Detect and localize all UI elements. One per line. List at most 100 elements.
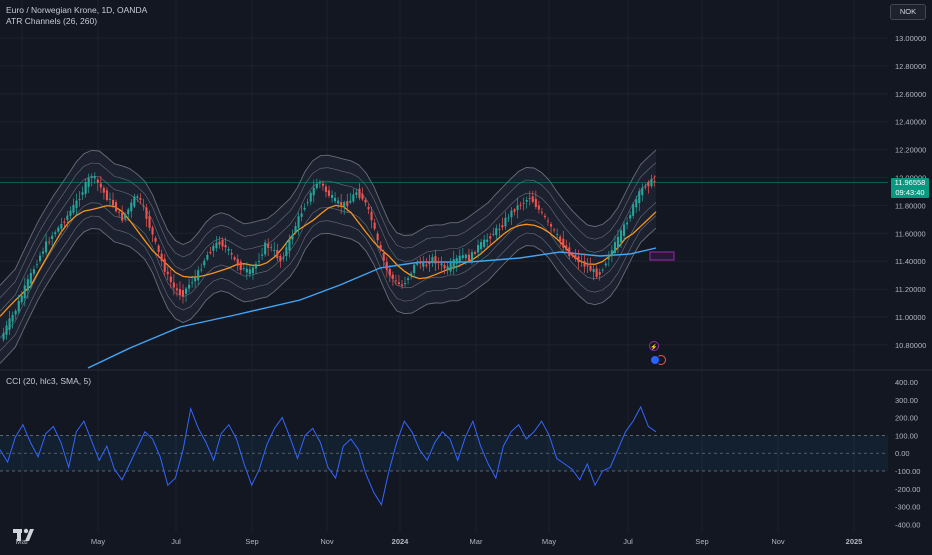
candle-body: [102, 188, 105, 193]
candle-body: [17, 300, 20, 312]
candle-body: [63, 221, 66, 223]
price-axis-label: 11.80000: [895, 201, 926, 210]
candle-body: [124, 214, 127, 219]
candle-body: [112, 199, 115, 206]
candle-body: [416, 262, 419, 265]
candle-body: [574, 255, 577, 259]
candle-body: [349, 200, 352, 203]
candle-body: [90, 176, 93, 178]
candle-body: [130, 202, 133, 212]
candle-body: [437, 261, 440, 263]
price-axis-label: 12.80000: [895, 62, 926, 71]
candle-body: [294, 226, 297, 233]
candle-body: [84, 182, 87, 194]
candle-body: [592, 269, 595, 272]
candle-body: [449, 263, 452, 272]
candle-body: [133, 196, 136, 207]
atr-channel-line: [0, 202, 657, 338]
candle-body: [318, 182, 321, 184]
candle-body: [254, 263, 257, 269]
time-axis-label: May: [542, 537, 556, 546]
candle-body: [407, 278, 410, 280]
channel-fill: [0, 150, 656, 364]
candle-body: [638, 191, 641, 204]
candle-body: [203, 260, 206, 266]
candle-body: [586, 265, 589, 267]
candle-body: [48, 241, 51, 243]
cci-axis-label: 0.00: [895, 449, 910, 458]
time-axis-label: May: [91, 537, 105, 546]
price-axis-label: 10.80000: [895, 341, 926, 350]
candle-body: [610, 250, 613, 257]
time-axis-label: Jul: [623, 537, 633, 546]
candle-body: [461, 255, 464, 258]
candle-body: [51, 235, 54, 239]
candle-body: [404, 283, 407, 285]
candle-body: [379, 245, 382, 250]
atr-channel-line: [0, 149, 657, 286]
candle-body: [20, 295, 23, 303]
candle-body: [355, 192, 358, 195]
candle-body: [8, 318, 11, 330]
candle-body: [258, 261, 261, 262]
candle-body: [495, 228, 498, 236]
candle-body: [324, 186, 327, 192]
price-axis-label: 11.20000: [895, 285, 926, 294]
candle-body: [291, 234, 294, 240]
candle-body: [39, 255, 42, 262]
candlesticks: [2, 172, 656, 342]
cci-axis-label: 400.00: [895, 378, 918, 387]
atr-channel-line: [0, 227, 657, 364]
tradingview-logo-icon[interactable]: [12, 522, 36, 546]
candle-body: [212, 245, 215, 251]
chart-title: Euro / Norwegian Krone, 1D, OANDA: [6, 5, 148, 15]
candle-body: [385, 261, 388, 270]
candle-body: [620, 230, 623, 243]
candle-body: [23, 285, 26, 299]
candle-body: [5, 325, 8, 335]
currency-button[interactable]: NOK: [890, 4, 926, 20]
candle-body: [613, 242, 616, 253]
candle-body: [337, 200, 340, 204]
candle-body: [334, 197, 337, 202]
candle-body: [425, 264, 428, 266]
candle-body: [242, 268, 245, 270]
event-markers[interactable]: ⚡: [649, 251, 675, 365]
candle-body: [616, 236, 619, 248]
time-axis-label: Mar: [16, 537, 29, 546]
candle-body: [218, 241, 221, 245]
cci-axis-label: -100.00: [895, 467, 920, 476]
candle-body: [498, 228, 501, 230]
candle-body: [440, 263, 443, 266]
candle-body: [206, 254, 209, 260]
candle-body: [413, 264, 416, 273]
indicator-legend[interactable]: ATR Channels (26, 260): [6, 16, 98, 26]
candle-body: [230, 253, 233, 255]
candle-body: [531, 196, 534, 202]
candle-body: [236, 259, 239, 266]
candle-body: [358, 188, 361, 198]
candle-body: [595, 268, 598, 277]
candle-body: [127, 209, 130, 215]
candle-body: [583, 261, 586, 267]
candle-body: [264, 242, 267, 255]
target-box: [649, 251, 675, 261]
last-price-tag: 11.96558 09:43:40: [891, 178, 929, 198]
candle-body: [69, 210, 72, 216]
candle-body: [343, 202, 346, 208]
candle-body: [434, 256, 437, 264]
candle-body: [188, 284, 191, 289]
candle-body: [452, 259, 455, 269]
candle-body: [550, 224, 553, 227]
candle-body: [267, 243, 270, 248]
oscillator-legend[interactable]: CCI (20, hlc3, SMA, 5): [6, 376, 92, 386]
candle-body: [57, 227, 60, 232]
time-axis-label: Sep: [695, 537, 708, 546]
candle-body: [297, 216, 300, 228]
candle-body: [540, 211, 543, 213]
candle-body: [346, 201, 349, 207]
candle-body: [623, 224, 626, 236]
candle-body: [516, 205, 519, 211]
